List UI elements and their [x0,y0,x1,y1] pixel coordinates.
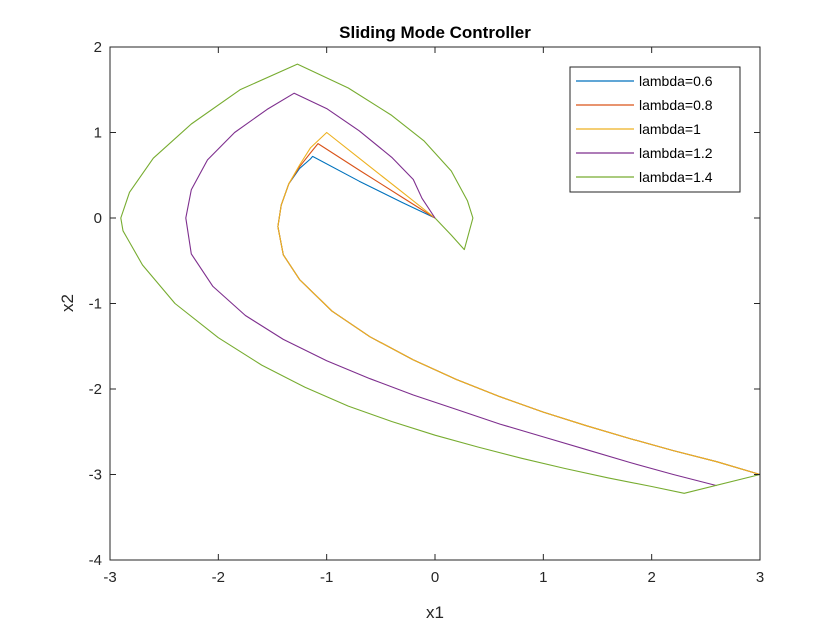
y-tick-label: -1 [89,296,102,313]
y-tick-label: 2 [94,39,102,56]
y-tick-label: -3 [89,467,102,484]
x-tick-label: 1 [539,569,547,586]
legend-label-5: lambda=1.4 [639,169,713,185]
series-line-4 [185,92,717,487]
series-line-5 [120,63,761,494]
x-tick-label: 0 [431,569,439,586]
legend-label-2: lambda=0.8 [639,97,713,113]
x-tick-label: 2 [647,569,655,586]
x-axis-label: x1 [426,603,444,622]
x-tick-label: -3 [103,569,116,586]
legend-label-4: lambda=1.2 [639,145,713,161]
chart-title: Sliding Mode Controller [339,23,531,42]
series-line-3 [277,131,761,476]
y-tick-label: 1 [94,125,102,142]
y-tick-label: -2 [89,381,102,398]
x-tick-label: 3 [756,569,764,586]
legend-label-3: lambda=1 [639,121,701,137]
x-tick-label: -1 [320,569,333,586]
series-layer [120,63,761,494]
y-axis-label: x2 [58,294,77,312]
y-tick-label: 0 [94,210,102,227]
legend-label-1: lambda=0.6 [639,73,713,89]
legend: lambda=0.6 lambda=0.8 lambda=1 lambda=1.2 la… [569,66,741,193]
x-tick-label: -2 [212,569,225,586]
y-tick-label: -4 [89,552,102,569]
